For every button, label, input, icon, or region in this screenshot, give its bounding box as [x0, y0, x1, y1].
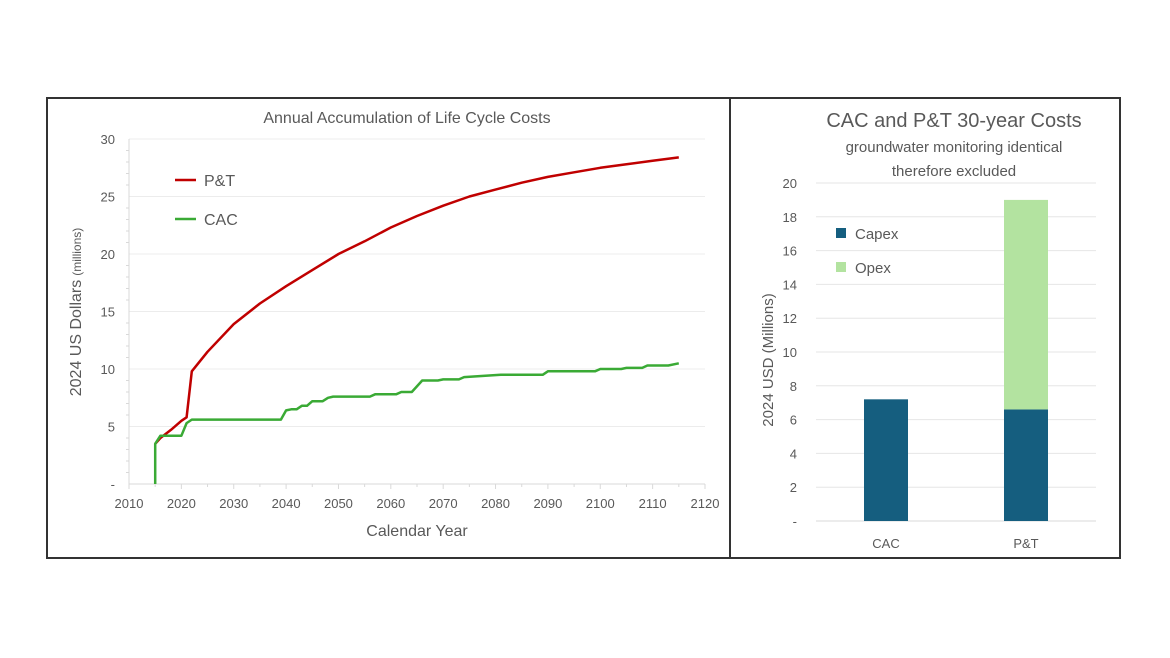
bar-chart-subtitle-1: groundwater monitoring identical [846, 139, 1063, 156]
bar-chart-title: CAC and P&T 30-year Costs [826, 110, 1081, 132]
panel-divider [729, 97, 731, 559]
y-tick-label: 14 [783, 277, 797, 292]
y-tick-label: 4 [790, 446, 797, 461]
line-chart-title: Annual Accumulation of Life Cycle Costs [263, 110, 550, 127]
y-tick-label: 10 [783, 345, 797, 360]
x-tick-label: P&T [1013, 536, 1038, 551]
y-axis-label-unit: (millions) [70, 228, 84, 276]
bar-capex-1 [1004, 409, 1048, 521]
y-tick-label: 8 [790, 379, 797, 394]
legend-label: Opex [855, 260, 891, 277]
bar-chart: CAC and P&T 30-year Costs groundwater mo… [760, 110, 1096, 551]
y-tick-label: 18 [783, 210, 797, 225]
legend-swatch [836, 228, 846, 238]
x-tick-label: 2100 [586, 496, 615, 511]
bar-y-axis-label: 2024 USD (Millions) [760, 293, 777, 426]
x-tick-label: 2020 [167, 496, 196, 511]
y-axis-label-main: 2024 US Dollars [68, 280, 85, 397]
y-tick-label: 12 [783, 311, 797, 326]
x-tick-label: 2010 [115, 496, 144, 511]
y-tick-label: 25 [101, 190, 115, 205]
y-tick-label: 6 [790, 413, 797, 428]
x-tick-label: 2050 [324, 496, 353, 511]
y-tick-label: 30 [101, 132, 115, 147]
series-line-pt [154, 156, 679, 445]
x-tick-label: 2090 [533, 496, 562, 511]
legend-label: Capex [855, 226, 899, 243]
y-tick-label: 5 [108, 420, 115, 435]
bar-opex-1 [1004, 199, 1048, 410]
y-tick-label: - [111, 477, 115, 492]
x-tick-label: CAC [872, 536, 899, 551]
y-tick-label: - [793, 514, 797, 529]
bar-capex-0 [864, 399, 908, 521]
legend-label: CAC [204, 212, 238, 229]
legend-swatch [836, 262, 846, 272]
x-tick-label: 2070 [429, 496, 458, 511]
figure-frame [46, 97, 1121, 559]
x-tick-label: 2080 [481, 496, 510, 511]
y-tick-label: 16 [783, 244, 797, 259]
series-line-cac [153, 362, 680, 484]
y-tick-label: 20 [101, 247, 115, 262]
x-tick-label: 2110 [639, 496, 667, 511]
x-axis-label: Calendar Year [366, 523, 468, 540]
y-tick-label: 2 [790, 480, 797, 495]
x-tick-label: 2040 [272, 496, 301, 511]
line-chart: Annual Accumulation of Life Cycle Costs … [68, 110, 719, 540]
x-tick-label: 2030 [219, 496, 248, 511]
y-tick-label: 10 [101, 362, 115, 377]
x-tick-label: 2120 [691, 496, 720, 511]
y-tick-label: 15 [101, 305, 115, 320]
bar-chart-subtitle-2: therefore excluded [892, 163, 1016, 180]
y-tick-label: 20 [783, 176, 797, 191]
x-tick-label: 2060 [376, 496, 405, 511]
legend-label: P&T [204, 173, 235, 190]
y-axis-label: 2024 US Dollars (millions) [68, 228, 85, 397]
